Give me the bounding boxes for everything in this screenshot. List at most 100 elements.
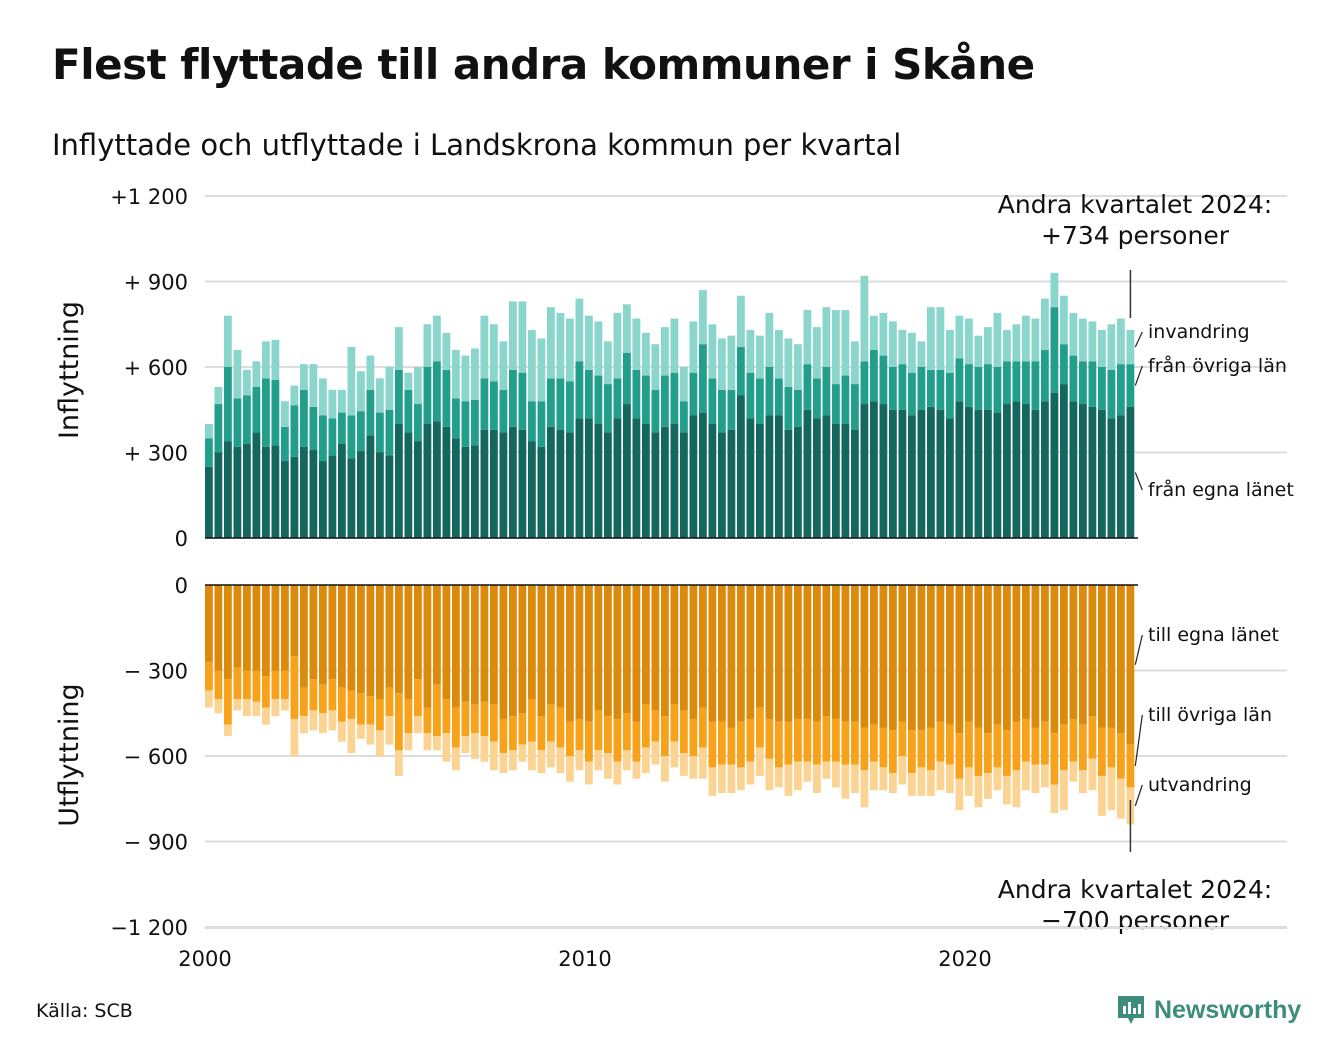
bar-in_ovriga [528,401,536,442]
bar-in_invandring [233,349,242,399]
bar-out_utvandring [1041,764,1049,788]
bar-out_egna [898,585,907,722]
bar-in_invandring [366,355,375,390]
bar-out_ovriga [528,699,536,742]
bar-out_ovriga [851,721,859,765]
bar-out_utvandring [803,761,812,782]
bar-in_invandring [490,324,498,382]
bar-in_invandring [480,315,489,379]
bar-out_ovriga [775,721,783,768]
bar-out_utvandring [632,761,641,779]
bar-in_ovriga [898,364,907,410]
series-leader-line [1134,365,1143,386]
bar-in_egna [784,429,793,538]
bar-in_ovriga [993,367,1002,413]
bar-out_egna [347,585,356,691]
bar-out_utvandring [898,756,907,785]
bar-out_ovriga [860,727,869,771]
page-title: Flest flyttade till andra kommuner i Skå… [52,40,1035,89]
bar-out_utvandring [623,750,631,771]
bar-out_ovriga [946,724,954,765]
bar-out_egna [433,585,441,685]
bar-in_ovriga [889,367,897,410]
bar-in_egna [680,432,688,538]
bar-out_utvandring [974,775,983,808]
bar-in_ovriga [670,372,679,424]
bar-out_egna [841,585,850,722]
bar-in_invandring [224,315,232,367]
bar-out_egna [594,585,603,711]
bar-in_egna [442,426,451,538]
bar-out_utvandring [1117,778,1125,819]
bar-out_ovriga [974,727,983,776]
bar-in_egna [822,415,831,538]
bar-out_utvandring [889,773,897,794]
bar-out_ovriga [889,730,897,774]
bar-in_egna [366,435,375,538]
bar-out_utvandring [547,741,555,768]
series-label: till övriga län [1148,704,1272,726]
bar-out_ovriga [357,693,365,725]
bar-out_ovriga [1050,733,1059,785]
bar-in_invandring [832,310,840,385]
bar-out_ovriga [613,718,622,762]
brand-name: Newsworthy [1154,995,1302,1024]
bar-out_ovriga [414,679,422,717]
bar-in_invandring [1031,318,1040,362]
bar-out_egna [566,585,574,722]
bar-in_egna [395,424,403,538]
bar-out_utvandring [233,699,242,711]
bar-out_ovriga [509,716,517,751]
bar-in_invandring [433,315,441,362]
bar-in_ovriga [357,411,365,452]
bar-out_utvandring [661,756,669,782]
bar-out_utvandring [1107,767,1116,811]
bar-in_ovriga [1022,361,1030,405]
bar-out_egna [680,585,688,711]
bar-out_egna [376,585,384,699]
series-leader-line [1134,784,1143,807]
bar-out_egna [423,585,432,708]
bar-in_invandring [718,338,726,390]
bar-in_ovriga [699,344,707,413]
bar-out_utvandring [908,773,916,796]
bar-out_utvandring [984,773,992,799]
series-label: invandring [1148,321,1250,343]
bar-in_egna [585,418,593,538]
bar-in_invandring [290,385,299,406]
y-axis-title: Utflyttning [54,683,85,826]
bar-in_egna [262,446,270,538]
bar-in_egna [233,446,242,538]
bar-in_egna [651,432,660,538]
bar-out_egna [917,585,926,731]
bar-in_invandring [300,364,308,390]
bar-in_ovriga [632,369,641,419]
bar-in_ovriga [1079,361,1087,405]
bar-out_egna [642,585,650,705]
bar-out_utvandring [1088,758,1097,791]
bar-in_ovriga [1107,369,1116,419]
bar-in_invandring [974,335,983,367]
bar-out_utvandring [442,733,451,762]
bar-in_invandring [680,367,688,402]
series-leader-line [1134,331,1143,348]
bar-in_egna [1107,418,1116,538]
bar-in_invandring [385,367,394,410]
bar-out_ovriga [1069,718,1078,762]
bar-in_egna [604,432,612,538]
bar-out_egna [252,585,261,671]
bar-out_egna [547,585,555,705]
bar-in_egna [252,432,261,538]
bar-in_invandring [594,321,603,376]
bar-out_utvandring [594,750,603,771]
bar-out_utvandring [936,761,945,791]
bar-out_utvandring [670,741,679,768]
bar-in_ovriga [271,379,280,446]
bar-in_ovriga [623,352,631,405]
bar-in_invandring [746,329,755,373]
bar-out_utvandring [518,744,527,762]
bar-out_ovriga [1003,730,1011,776]
bar-out_egna [889,585,897,731]
bar-out_ovriga [281,670,289,699]
annotation-line2: +734 personer [1041,221,1230,250]
